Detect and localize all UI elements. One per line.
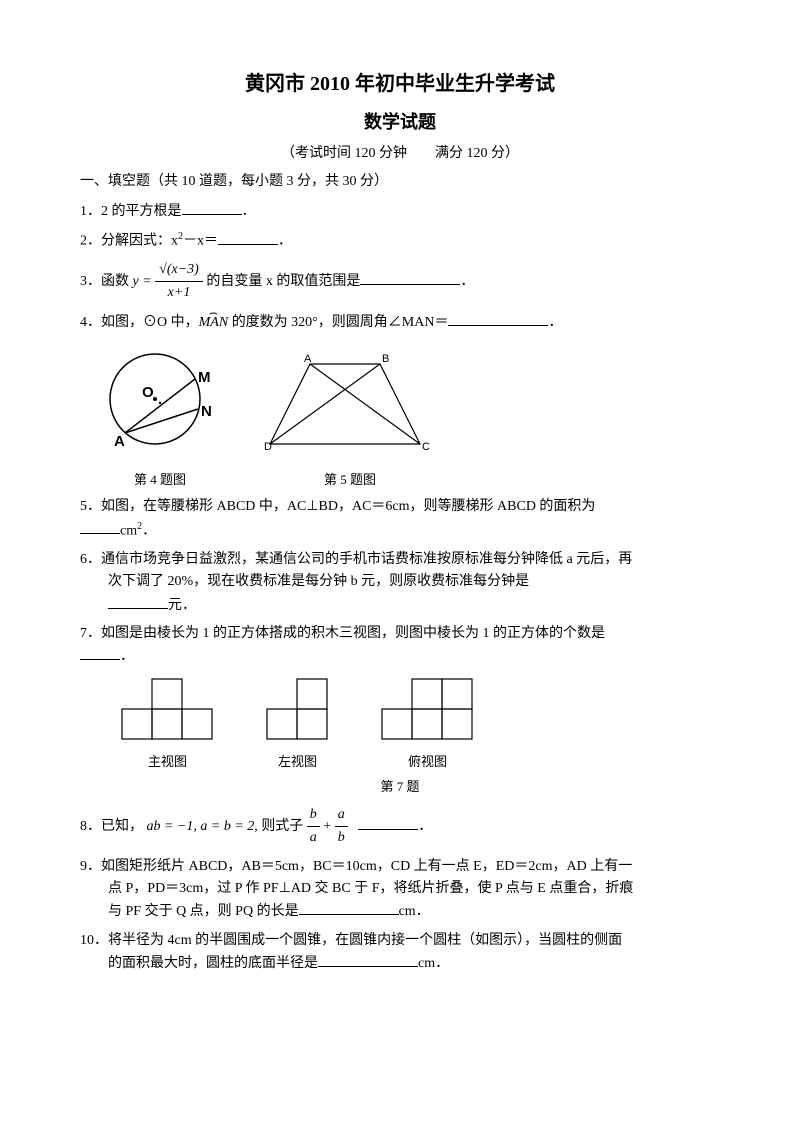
frac-num: a: [335, 804, 348, 827]
question-8: 8．已知， ab = −1, a = b = 2, 则式子 ba + ab ．: [80, 804, 720, 850]
q7-l1: 7．如图是由棱长为 1 的正方体搭成的积木三视图，则图中棱长为 1 的正方体的个…: [80, 626, 605, 641]
frac-num: b: [307, 804, 320, 827]
q10-unit: cm．: [418, 956, 449, 971]
q10-l1: 10．将半径为 4cm 的半圆围成一个圆锥，在圆锥内接一个圆柱（如图示），当圆柱…: [80, 933, 622, 948]
fig4-caption: 第 4 题图: [100, 470, 220, 491]
q8-pre: 8．已知，: [80, 819, 143, 834]
view3-label: 俯视图: [380, 752, 475, 773]
fraction-num: √(x−3): [155, 259, 203, 282]
question-3: 3．函数 y = √(x−3)x+1 的自变量 x 的取值范围是 ．: [80, 259, 720, 305]
question-7: 7．如图是由棱长为 1 的正方体搭成的积木三视图，则图中棱长为 1 的正方体的个…: [80, 623, 720, 669]
q3-end: ．: [460, 274, 474, 289]
q3-post: 的自变量 x 的取值范围是: [206, 274, 360, 289]
figure-5: A B C D 第 5 题图: [260, 354, 440, 490]
svg-text:.: .: [158, 391, 162, 408]
question-4: 4．如图，⊙O 中，MAN 的度数为 320°，则圆周角∠MAN＝ ．: [80, 311, 720, 334]
left-view: [265, 677, 330, 742]
blank: [108, 594, 168, 609]
svg-text:A: A: [304, 354, 312, 365]
svg-text:B: B: [382, 354, 389, 365]
q4-end: ．: [548, 315, 562, 330]
top-view: [380, 677, 475, 742]
svg-text:N: N: [201, 403, 212, 420]
q2-mid: －x＝: [183, 234, 218, 249]
q3-pre: 3．函数: [80, 274, 133, 289]
q1-end: ．: [242, 204, 256, 219]
arc-man: MAN: [199, 312, 229, 334]
question-10: 10．将半径为 4cm 的半圆围成一个圆锥，在圆锥内接一个圆柱（如图示），当圆柱…: [80, 930, 720, 976]
svg-text:M: M: [198, 369, 211, 386]
question-6: 6．通信市场竞争日益激烈，某通信公司的手机市话费标准按原标准每分钟降低 a 元后…: [80, 549, 720, 617]
blank: [182, 200, 242, 215]
view2-label: 左视图: [265, 752, 330, 773]
q2-end: ．: [278, 234, 292, 249]
section-header: 一、填空题（共 10 道题，每小题 3 分，共 30 分）: [80, 171, 720, 193]
figure-4: O . M N A 第 4 题图: [100, 344, 220, 490]
blank: [360, 270, 460, 285]
q4-pre: 4．如图，⊙O 中，: [80, 315, 199, 330]
q9-l3-pre: 与 PF 交于 Q 点，则 PQ 的长是: [108, 904, 299, 919]
q4-mid: 的度数为 320°，则圆周角∠MAN＝: [228, 315, 448, 330]
q9-l1: 9．如图矩形纸片 ABCD，AB＝5cm，BC＝10cm，CD 上有一点 E，E…: [80, 859, 632, 874]
q6-l3-end: 元．: [168, 598, 196, 613]
q5-pre: 5．如图，在等腰梯形 ABCD 中，AC⊥BD，AC＝6cm，则等腰梯形 ABC…: [80, 499, 595, 514]
exam-info: （考试时间 120 分钟 满分 120 分）: [80, 143, 720, 165]
blank: [358, 815, 418, 830]
question-1: 1．2 的平方根是 ．: [80, 200, 720, 223]
fig5-caption: 第 5 题图: [260, 470, 440, 491]
view1-label: 主视图: [120, 752, 215, 773]
blank: [448, 311, 548, 326]
question-2: 2．分解因式：x2－x＝．: [80, 229, 720, 253]
page-title: 黄冈市 2010 年初中毕业生升学考试: [80, 68, 720, 100]
q6-l1: 6．通信市场竞争日益激烈，某通信公司的手机市话费标准按原标准每分钟降低 a 元后…: [80, 552, 632, 567]
plus: +: [323, 819, 334, 834]
q7-end: ．: [120, 649, 134, 664]
circle-diagram: O . M N A: [100, 344, 220, 459]
svg-text:A: A: [114, 433, 125, 450]
blank: [218, 230, 278, 245]
frac-den: b: [335, 827, 348, 849]
three-views: 主视图 左视图 俯视图: [120, 677, 720, 773]
trapezoid-diagram: A B C D: [260, 354, 440, 459]
q8-end: ．: [418, 819, 432, 834]
q2-text: 2．分解因式：x: [80, 234, 178, 249]
blank: [80, 645, 120, 660]
svg-text:O: O: [142, 384, 154, 401]
svg-text:D: D: [264, 441, 272, 453]
q9-l2: 点 P，PD＝3cm，过 P 作 PF⊥AD 交 BC 于 F，将纸片折叠，使 …: [108, 881, 633, 896]
blank: [80, 519, 120, 534]
front-view: [120, 677, 215, 742]
blank: [318, 952, 418, 967]
frac-den: a: [307, 827, 320, 849]
blank: [299, 900, 399, 915]
fraction-den: x+1: [155, 282, 203, 304]
question-9: 9．如图矩形纸片 ABCD，AB＝5cm，BC＝10cm，CD 上有一点 E，E…: [80, 856, 720, 924]
page-subtitle: 数学试题: [80, 108, 720, 137]
q5-unit: cm: [120, 523, 137, 538]
question-5: 5．如图，在等腰梯形 ABCD 中，AC⊥BD，AC＝6cm，则等腰梯形 ABC…: [80, 496, 720, 542]
q10-l2-pre: 的面积最大时，圆柱的底面半径是: [108, 956, 318, 971]
fig7-caption: 第 7 题: [80, 777, 720, 798]
q8-cond: ab = −1, a = b = 2,: [147, 819, 258, 834]
q5-end: ．: [142, 523, 156, 538]
eq-sign: =: [139, 274, 155, 289]
svg-text:C: C: [422, 441, 430, 453]
q1-text: 1．2 的平方根是: [80, 204, 182, 219]
q6-l2: 次下调了 20%，现在收费标准是每分钟 b 元，则原收费标准每分钟是: [108, 574, 529, 589]
q3-formula: y = √(x−3)x+1: [133, 274, 207, 289]
q8-mid: 则式子: [261, 819, 307, 834]
q9-unit: cm．: [399, 904, 430, 919]
